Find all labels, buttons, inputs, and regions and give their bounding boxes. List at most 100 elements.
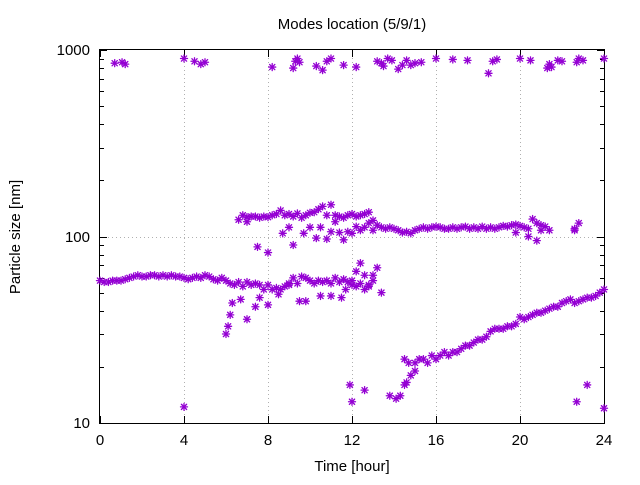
y-tick-label: 100 [65,229,90,246]
data-point [545,226,554,235]
data-point [463,56,472,65]
data-point [406,229,415,238]
data-point [284,279,294,288]
data-point [326,291,336,301]
data-point [356,226,365,235]
plot-frame [99,49,605,424]
data-point [268,62,277,72]
data-point [326,54,336,63]
data-point [236,295,245,304]
data-point [379,61,388,71]
data-point [242,277,252,287]
data-point [278,229,287,238]
data-point [322,276,331,285]
data-point [322,57,331,66]
data-point [295,58,304,67]
data-point [356,258,365,268]
data-point [492,55,502,64]
data-point [364,218,373,228]
data-point [385,391,394,400]
y-axis-label: Particle size [nm] [7,180,24,294]
data-point [360,271,369,280]
data-point [387,56,397,65]
data-point [305,276,315,285]
data-point [230,280,239,290]
data-point [511,228,520,237]
data-points [95,54,609,413]
data-point [318,65,327,75]
data-point [316,291,325,301]
data-point [335,277,344,287]
data-point [515,54,525,63]
data-point [322,234,331,244]
data-point [318,202,327,211]
data-point [347,397,357,406]
data-point [297,213,306,222]
data-point [417,58,426,67]
data-point [570,224,579,233]
data-point [179,402,189,412]
data-point [339,275,348,284]
data-point [289,240,298,250]
grid [100,50,604,423]
data-point [524,224,533,233]
data-point [341,285,350,294]
data-point [339,235,348,244]
data-point [259,285,268,294]
data-point [335,228,344,237]
data-point [339,60,348,70]
data-point [431,222,441,231]
data-point [373,263,382,272]
data-point [574,218,583,228]
data-point [478,335,487,344]
data-point [305,223,315,232]
data-point [293,279,302,288]
x-tick-label: 16 [428,432,445,449]
data-point [179,54,189,63]
data-point [310,279,319,288]
data-point [578,56,588,65]
data-point [221,276,231,285]
data-point [572,397,581,406]
data-point [316,223,325,232]
data-point [221,329,231,339]
data-point [272,209,281,219]
data-point [469,338,478,347]
data-point [331,217,340,226]
x-tick-label: 4 [180,432,188,449]
data-point [200,58,210,67]
data-point [312,233,321,243]
data-point [364,208,373,217]
data-point [599,285,609,294]
data-point [356,279,365,288]
data-point [263,300,273,310]
data-point [423,358,432,368]
data-point [402,56,411,65]
data-point [377,288,386,297]
data-point [599,404,609,413]
data-point [299,229,308,238]
data-point [289,212,298,221]
data-point [347,280,357,290]
data-point [400,354,409,364]
data-point [360,386,369,395]
data-point [547,62,556,72]
data-point [347,209,357,219]
data-point [482,332,491,341]
x-axis-label: Time [hour] [314,458,389,475]
data-point [352,62,361,72]
data-point [322,211,331,220]
data-point [524,232,533,241]
data-point [238,211,247,220]
data-point [345,380,355,390]
data-point [284,209,294,219]
data-point [223,322,233,331]
x-tick-label: 20 [512,432,529,449]
data-point [190,57,199,66]
data-point [310,208,319,217]
data-point [391,394,401,403]
data-point [326,279,336,288]
data-point [352,267,361,276]
